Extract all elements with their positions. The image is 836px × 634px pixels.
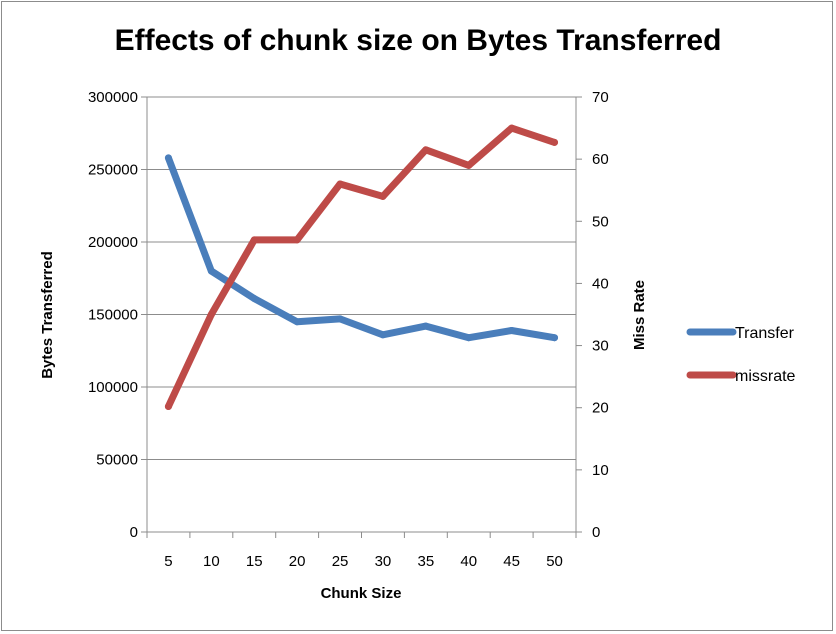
data-point-missrate [207,311,215,318]
x-tick-label: 45 [503,553,520,570]
data-point-transfer [422,322,430,330]
data-point-transfer [508,326,516,334]
data-point-transfer [250,295,258,303]
series-lines [164,124,559,410]
data-point-transfer [465,334,473,342]
series-line-missrate [164,124,558,410]
y-axis-title: Bytes Transferred [39,251,56,379]
data-point-missrate [465,161,473,169]
x-tick-label: 15 [246,553,263,570]
data-point-missrate [250,236,258,244]
data-point-missrate [336,180,344,188]
x-axis-title: Chunk Size [321,585,402,602]
y-tick-label: 300000 [88,89,138,106]
chart-title: Effects of chunk size on Bytes Transferr… [114,24,722,57]
tick-labels: 0 50000 100000 150000 200000 250000 300000 0 10 2… [88,89,609,570]
y2-tick-label: 50 [592,213,609,230]
data-point-transfer [293,318,301,326]
y2-tick-label: 70 [592,89,609,106]
series-line-transfer [164,154,558,342]
y-tick-label: 150000 [88,307,138,324]
x-tick-label: 50 [546,553,563,570]
axes [141,96,582,538]
data-point-transfer [207,267,215,275]
data-point-transfer [551,334,559,342]
data-point-missrate [293,236,301,244]
gridlines [147,96,576,460]
x-tick-label: 40 [460,553,477,570]
y2-tick-label: 60 [592,151,609,168]
data-point-missrate [551,138,559,146]
y-tick-label: 200000 [88,234,138,251]
y2-axis-title: Miss Rate [631,280,648,350]
y-tick-label: 50000 [96,452,138,469]
data-point-missrate [508,124,516,132]
y-tick-label: 250000 [88,162,138,179]
data-point-transfer [379,331,387,339]
y-tick-label: 0 [130,524,138,541]
y2-tick-label: 30 [592,338,609,355]
x-tick-label: 25 [332,553,349,570]
data-point-transfer [164,154,172,162]
data-point-missrate [164,402,172,410]
x-tick-label: 35 [418,553,435,570]
legend: Transfer missrate [686,325,796,385]
y2-tick-label: 0 [592,524,600,541]
legend-label-missrate: missrate [735,368,796,385]
y2-tick-label: 10 [592,462,609,479]
x-tick-label: 10 [203,553,220,570]
legend-label-transfer: Transfer [735,325,795,342]
data-point-transfer [336,315,344,323]
x-tick-label: 5 [164,553,172,570]
y-tick-label: 100000 [88,379,138,396]
data-point-missrate [422,146,430,154]
y2-tick-label: 40 [592,275,609,292]
data-point-missrate [379,192,387,200]
x-tick-label: 30 [375,553,392,570]
x-tick-label: 20 [289,553,306,570]
y2-tick-label: 20 [592,400,609,417]
